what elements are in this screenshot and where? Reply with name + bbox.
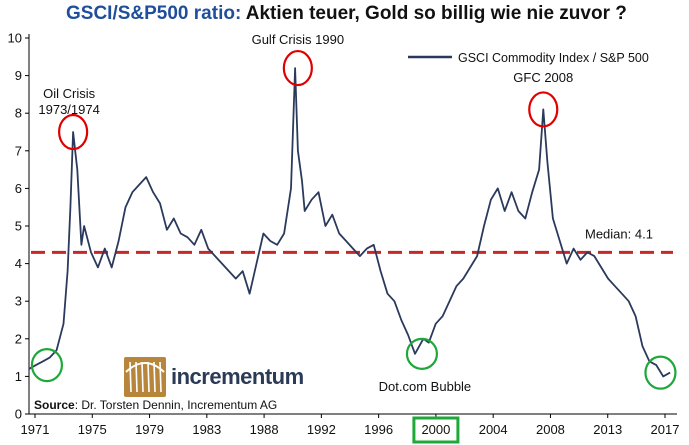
y-tick-label: 10: [8, 31, 22, 46]
y-tick-label: 6: [15, 181, 22, 196]
y-tick-label: 2: [15, 331, 22, 346]
x-tick-label: 1975: [78, 422, 107, 437]
legend-label: GSCI Commodity Index / S&P 500: [458, 51, 649, 65]
x-tick-label: 1992: [307, 422, 336, 437]
y-tick-label: 5: [15, 219, 22, 234]
series-line: [28, 67, 671, 378]
logo-stroke: [159, 361, 162, 393]
y-tick-label: 8: [15, 106, 22, 121]
x-tick-label: 2000: [421, 422, 450, 437]
annotation-label: GFC 2008: [513, 70, 573, 85]
logo-arc: [125, 362, 165, 373]
peak-circle: [528, 91, 559, 128]
x-tick-label: 2013: [593, 422, 622, 437]
annotation-label: 1973/1974: [38, 102, 99, 117]
y-tick-label: 3: [15, 294, 22, 309]
series-layer: [28, 67, 671, 378]
chart-title: GSCI/S&P500 ratio: Aktien teuer, Gold so…: [66, 3, 627, 25]
source-text: : Dr. Torsten Dennin, Incrementum AG: [74, 398, 278, 412]
x-tick-label: 2008: [536, 422, 565, 437]
x-tick-label: 2004: [479, 422, 508, 437]
x-tick-label: 2017: [651, 422, 680, 437]
logo-text: incrementum: [171, 364, 304, 389]
trough-circle: [644, 355, 677, 390]
logo-stroke: [129, 361, 132, 393]
logo-stroke: [153, 361, 156, 393]
logo-stroke: [141, 361, 144, 393]
y-tick-label: 9: [15, 68, 22, 83]
x-tick-label: 1971: [21, 422, 50, 437]
trough-circle: [30, 348, 64, 383]
median-label: Median: 4.1: [585, 226, 653, 241]
x-tick-label: 1988: [250, 422, 279, 437]
annotation-label: Oil Crisis: [43, 86, 95, 101]
logo-stroke: [135, 361, 138, 393]
y-tick-label: 4: [15, 256, 22, 271]
source-label: Source: [34, 398, 75, 412]
y-tick-label: 1: [15, 369, 22, 384]
annotation-label: Gulf Crisis 1990: [252, 32, 344, 47]
title-prefix: GSCI/S&P500 ratio:: [66, 3, 242, 24]
trough-circle: [405, 337, 439, 370]
peak-circle: [282, 49, 313, 87]
x-axis: 1971 1975 1979 1983 1988 1992 1996 2000 2004 2008…: [21, 413, 680, 444]
highlighted-year-box: [412, 416, 460, 444]
median-layer: Median: 4.1: [31, 226, 673, 254]
y-tick-label: 7: [15, 143, 22, 158]
logo-stroke: [147, 361, 150, 393]
x-tick-label: 1996: [364, 422, 393, 437]
title-main: Aktien teuer, Gold so billig wie nie zuv…: [245, 3, 627, 24]
source-note: Source: Dr. Torsten Dennin, Incrementum …: [34, 398, 277, 412]
y-axis: 0 1 2 3 4 5 6 7 8 9 10: [8, 31, 30, 422]
peak-circle: [58, 113, 89, 151]
annotation-label: Dot.com Bubble: [379, 379, 472, 394]
x-tick-label: 1979: [135, 422, 164, 437]
x-tick-label: 1983: [192, 422, 221, 437]
y-tick-label: 0: [15, 407, 22, 422]
legend: GSCI Commodity Index / S&P 500: [408, 51, 649, 65]
tree-icon: [124, 357, 166, 397]
